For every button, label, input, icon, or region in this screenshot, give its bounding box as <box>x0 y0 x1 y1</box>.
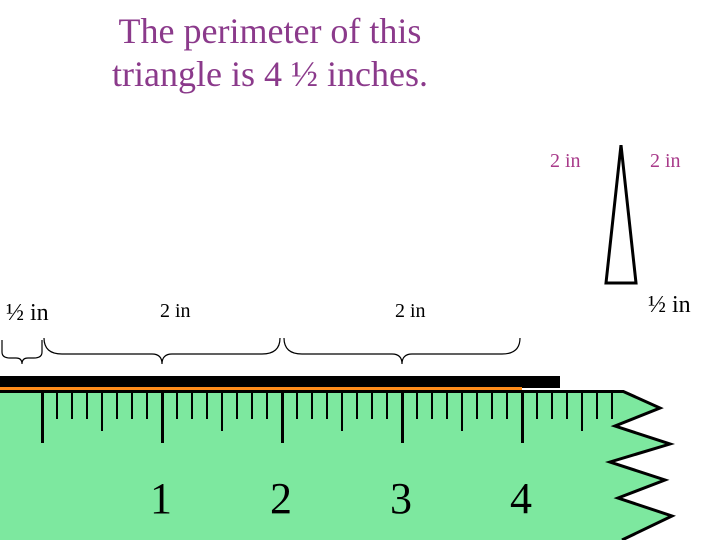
brace-2in-b <box>282 330 522 370</box>
ruler-tick <box>386 393 388 419</box>
ruler-tick <box>341 393 343 431</box>
ruler-tick <box>566 393 568 419</box>
segment-2in-a-label: 2 in <box>160 300 191 323</box>
ruler-number: 2 <box>270 473 292 524</box>
ruler-tick <box>446 393 448 419</box>
orange-seg-1 <box>0 387 42 390</box>
triangle-base-label: ½ in <box>648 292 691 319</box>
ruler-tick <box>536 393 538 419</box>
ruler-tick <box>431 393 433 419</box>
ruler-tick <box>236 393 238 419</box>
brace-2in-a <box>42 330 282 370</box>
ruler-tick <box>521 393 524 443</box>
ruler-number: 3 <box>390 473 412 524</box>
ruler-tick <box>506 393 508 419</box>
ruler-tick <box>251 393 253 419</box>
ruler-tick <box>266 393 268 419</box>
ruler-tick <box>611 393 613 419</box>
ruler-tick <box>401 393 404 443</box>
ruler-tick <box>146 393 148 419</box>
ruler-tick <box>476 393 478 419</box>
segment-2in-b-label: 2 in <box>395 300 426 323</box>
ruler-tick <box>86 393 88 419</box>
ruler-tick <box>296 393 298 419</box>
ruler-tick <box>581 393 583 431</box>
ruler-tick <box>161 393 164 443</box>
triangle-right-label: 2 in <box>650 150 681 173</box>
ruler-tick <box>371 393 373 419</box>
ruler-tick <box>176 393 178 419</box>
triangle-shape <box>604 145 638 285</box>
ruler-tick <box>461 393 463 431</box>
ruler-number: 1 <box>150 473 172 524</box>
triangle-left-label: 2 in <box>550 150 581 173</box>
ruler-tick <box>101 393 103 431</box>
ruler: 1 2 3 4 <box>0 390 720 540</box>
ruler-tick <box>551 393 553 419</box>
ruler-tick <box>356 393 358 419</box>
ruler-tick <box>71 393 73 419</box>
ruler-tick <box>131 393 133 419</box>
ruler-tick <box>41 393 44 443</box>
orange-seg-2 <box>42 387 282 390</box>
ruler-number: 4 <box>510 473 532 524</box>
ruler-tick <box>221 393 223 431</box>
page-title: The perimeter of this triangle is 4 ½ in… <box>60 10 480 96</box>
ruler-tick <box>191 393 193 419</box>
ruler-tick <box>596 393 598 419</box>
ruler-tick <box>416 393 418 419</box>
ruler-tick <box>281 393 284 443</box>
ruler-tick <box>326 393 328 419</box>
ruler-tick <box>491 393 493 419</box>
ruler-tick <box>206 393 208 419</box>
ruler-tick <box>116 393 118 419</box>
segment-half-label: ½ in <box>6 300 49 327</box>
brace-half <box>0 330 44 370</box>
orange-seg-3 <box>282 387 522 390</box>
ruler-tick <box>311 393 313 419</box>
ruler-tick <box>56 393 58 419</box>
